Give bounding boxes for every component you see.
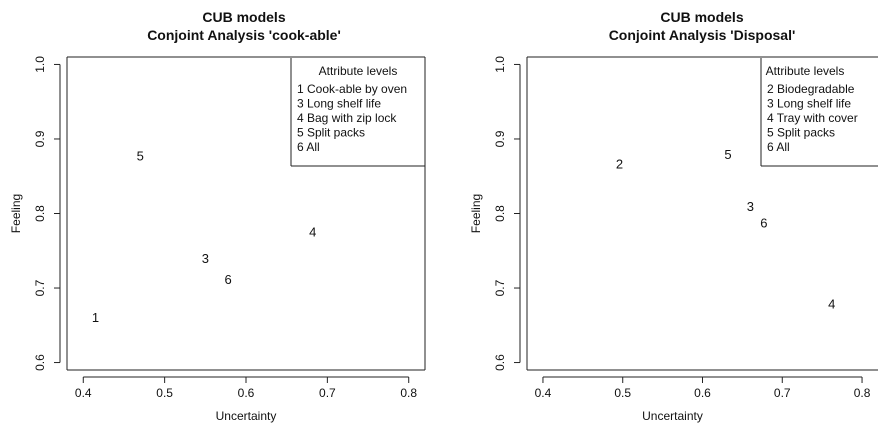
y-tick-label: 0.7: [33, 279, 47, 296]
legend-item: 4 Tray with cover: [767, 111, 858, 125]
y-tick-label: 0.9: [33, 130, 47, 147]
chart-panel-cook-able: CUB models Conjoint Analysis 'cook-able' 0…: [9, 9, 426, 423]
legend-item: 4 Bag with zip lock: [297, 111, 397, 125]
x-tick-label: 0.4: [535, 386, 552, 400]
x-tick-label: 0.7: [319, 386, 336, 400]
legend-item: 6 All: [767, 140, 790, 154]
y-tick-label: 0.6: [493, 354, 507, 371]
y-tick-label: 0.6: [33, 354, 47, 371]
data-point-4: 4: [309, 224, 316, 239]
y-tick-label: 1.0: [33, 56, 47, 73]
y-tick-label: 0.8: [493, 205, 507, 222]
y-axis-title: Feeling: [469, 194, 483, 233]
y-tick-label: 0.7: [493, 279, 507, 296]
x-tick-label: 0.8: [854, 386, 871, 400]
x-tick-label: 0.8: [400, 386, 417, 400]
legend-item: 1 Cook-able by oven: [297, 82, 407, 96]
legend-item: 3 Long shelf life: [297, 97, 381, 111]
x-tick-label: 0.5: [156, 386, 173, 400]
x-tick-label: 0.7: [774, 386, 791, 400]
data-point-5: 5: [724, 147, 731, 162]
legend-item: 2 Biodegradable: [767, 82, 855, 96]
data-point-6: 6: [760, 215, 767, 230]
data-point-3: 3: [202, 251, 209, 266]
y-tick-label: 1.0: [493, 56, 507, 73]
y-axis-title: Feeling: [9, 194, 23, 233]
data-point-4: 4: [828, 297, 835, 312]
x-axis-title: Uncertainty: [642, 409, 703, 423]
x-tick-label: 0.5: [614, 386, 631, 400]
legend-title: Attribute levels: [766, 64, 845, 78]
x-tick-label: 0.6: [238, 386, 255, 400]
x-tick-label: 0.6: [694, 386, 711, 400]
data-point-1: 1: [92, 310, 99, 325]
legend-item: 5 Split packs: [297, 126, 365, 140]
legend-item: 6 All: [297, 140, 320, 154]
chart-subtitle: Conjoint Analysis 'cook-able': [147, 27, 341, 43]
chart-title: CUB models: [660, 9, 743, 25]
chart-subtitle: Conjoint Analysis 'Disposal': [609, 27, 796, 43]
legend-item: 3 Long shelf life: [767, 97, 851, 111]
chart-panel-disposal: CUB models Conjoint Analysis 'Disposal' 0.…: [469, 9, 878, 423]
x-axis-title: Uncertainty: [216, 409, 277, 423]
data-point-5: 5: [137, 148, 144, 163]
plot-frame: [526, 56, 878, 371]
x-tick-label: 0.4: [75, 386, 92, 400]
chart-title: CUB models: [202, 9, 285, 25]
legend-item: 5 Split packs: [767, 126, 835, 140]
data-point-3: 3: [747, 199, 754, 214]
legend-title: Attribute levels: [319, 64, 398, 78]
data-point-6: 6: [224, 272, 231, 287]
y-tick-label: 0.8: [33, 205, 47, 222]
y-tick-label: 0.9: [493, 130, 507, 147]
data-point-2: 2: [616, 157, 623, 172]
